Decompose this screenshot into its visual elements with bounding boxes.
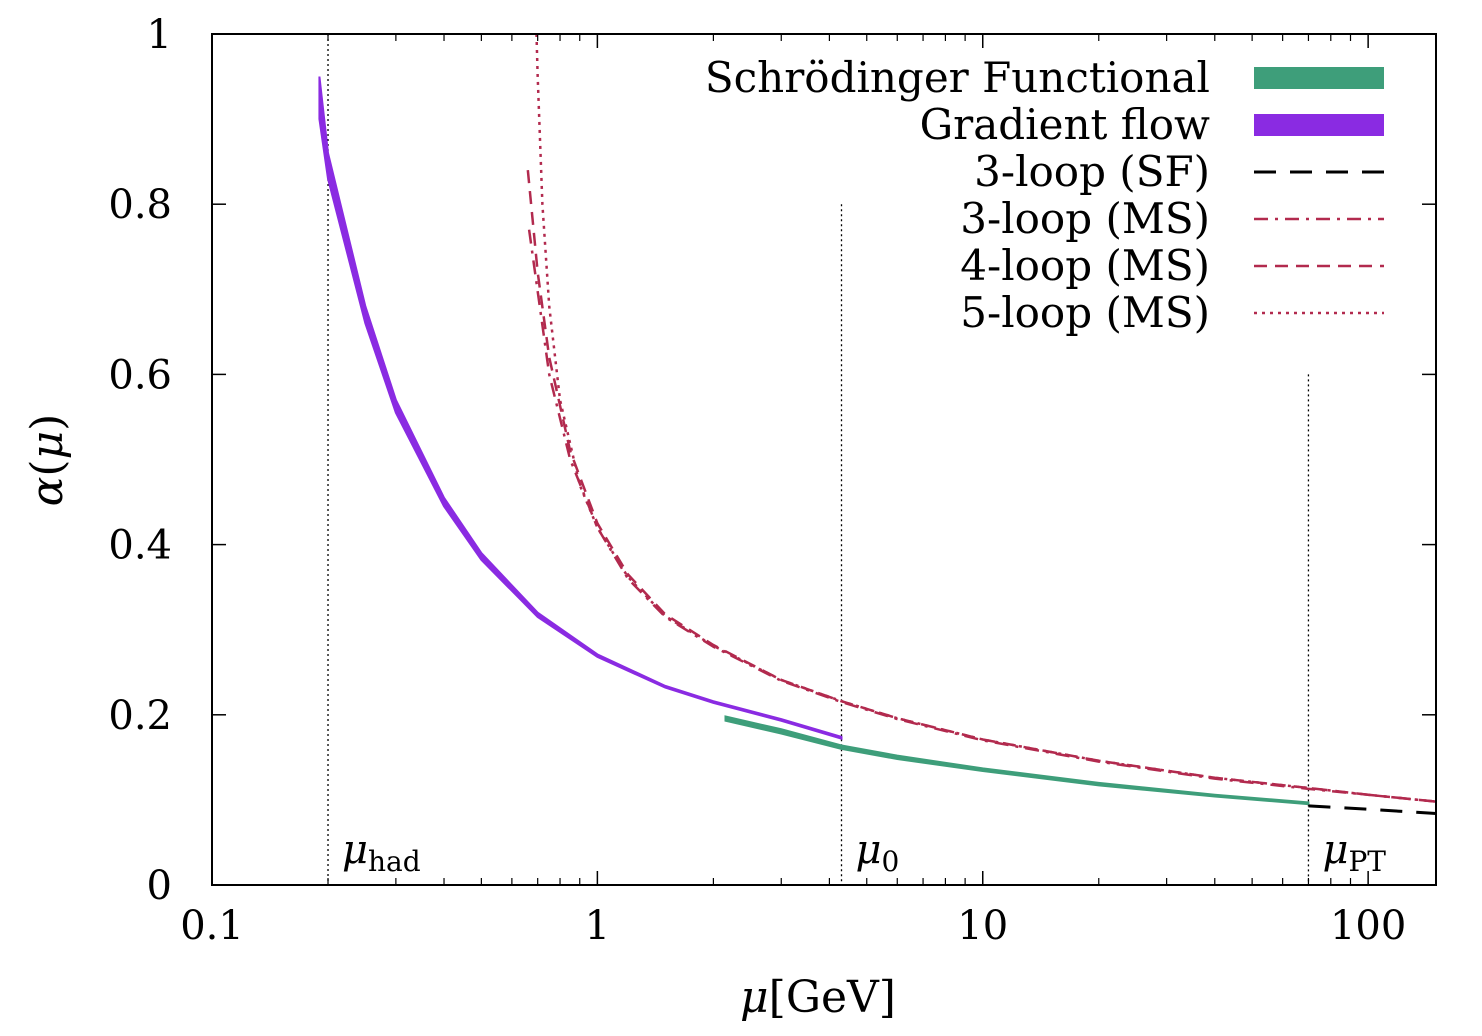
y-axis-label: α(μ)	[22, 414, 73, 507]
y-tick-label: 0.8	[108, 182, 172, 228]
y-tick-label: 1	[147, 12, 172, 58]
series-3-loop-sf-line	[1308, 804, 1437, 816]
y-tick-label: 0.6	[108, 352, 172, 398]
series-layer	[318, 33, 1437, 816]
legend-label: Schrödinger Functional	[705, 53, 1210, 102]
x-axis-label: μ[GeV]	[740, 972, 896, 1023]
y-tick-label: 0.4	[108, 523, 172, 569]
plot-frame	[211, 33, 1437, 886]
legend-swatch	[1254, 114, 1384, 136]
legend-label: 4-loop (MS)	[960, 241, 1210, 290]
reference-label-had: μhad	[342, 827, 421, 878]
legend-label: 5-loop (MS)	[960, 288, 1210, 337]
y-tick-label: 0	[147, 863, 172, 909]
series-5-loop-ms-line	[535, 33, 1437, 803]
reference-label-0: μ0	[856, 827, 900, 878]
x-tick-label: 1	[585, 903, 610, 949]
series-gradient-flow-band	[318, 76, 843, 740]
x-tick-label: 100	[1330, 903, 1406, 949]
x-tick-label: 0.1	[180, 903, 244, 949]
series-schr-dinger-functional-band	[724, 715, 1310, 806]
legend-label: 3-loop (SF)	[974, 147, 1210, 196]
legend-label: 3-loop (MS)	[960, 194, 1210, 243]
reference-annotations: μhad μ0 μPT	[342, 827, 1386, 878]
legend-swatch	[1254, 67, 1384, 89]
legend-label: Gradient flow	[920, 100, 1210, 149]
x-tick-label: 10	[957, 903, 1008, 949]
axis-ticks: 0.1 1 10 100 0 0.2 0.4 0.6 0.8 1	[108, 12, 1436, 949]
reference-label-pt: μPT	[1322, 827, 1386, 878]
y-tick-label: 0.2	[108, 693, 172, 739]
